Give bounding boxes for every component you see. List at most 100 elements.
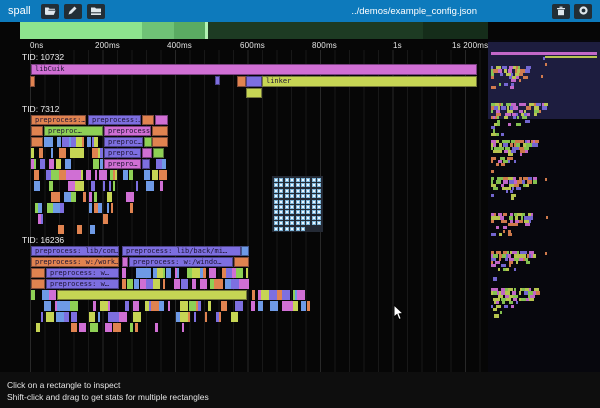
trace-rect[interactable] xyxy=(65,159,71,169)
trace-rect[interactable] xyxy=(246,76,262,87)
trace-rect[interactable] xyxy=(122,257,128,267)
trace-rect[interactable] xyxy=(198,301,201,311)
trace-rect[interactable] xyxy=(216,312,219,322)
edit-button[interactable] xyxy=(63,3,82,19)
trace-rect[interactable] xyxy=(123,170,128,180)
trace-rect[interactable] xyxy=(49,181,53,191)
trace-rect[interactable] xyxy=(91,181,95,191)
trace-rect[interactable] xyxy=(246,268,248,278)
trace-rect[interactable] xyxy=(71,323,77,332)
trace-rect[interactable] xyxy=(36,323,40,332)
trace-rect[interactable] xyxy=(93,301,96,311)
trace-rect[interactable] xyxy=(98,148,100,158)
trace-rect[interactable] xyxy=(44,301,51,311)
trace-rect[interactable] xyxy=(98,203,102,213)
trace-rect[interactable] xyxy=(258,301,263,311)
trace-rect[interactable] xyxy=(94,203,98,213)
trace-rect[interactable] xyxy=(293,290,295,300)
trace-rect[interactable] xyxy=(55,301,57,311)
trace-rect[interactable] xyxy=(57,290,247,300)
trace-rect[interactable]: preproc… xyxy=(104,137,143,147)
trace-rect[interactable] xyxy=(94,137,98,147)
trace-rect[interactable] xyxy=(86,170,91,180)
trace-rect[interactable] xyxy=(31,290,35,300)
trace-rect[interactable] xyxy=(237,279,239,289)
trace-rect[interactable] xyxy=(44,137,47,147)
trace-rect[interactable] xyxy=(76,137,82,147)
trace-rect[interactable] xyxy=(269,290,277,300)
trace-rect[interactable] xyxy=(221,279,223,289)
trace-rect[interactable] xyxy=(38,214,41,224)
trace-rect[interactable] xyxy=(237,76,246,87)
trace-rect[interactable] xyxy=(89,312,95,322)
trace-rect[interactable] xyxy=(69,137,71,147)
trace-rect[interactable] xyxy=(60,203,64,213)
trace-rect[interactable] xyxy=(57,137,61,147)
trace-rect[interactable] xyxy=(156,159,162,169)
trace-rect[interactable] xyxy=(135,323,138,332)
trace-rect[interactable] xyxy=(192,268,200,278)
trace-rect[interactable] xyxy=(144,137,152,147)
trace-rect[interactable] xyxy=(115,170,117,180)
trace-rect[interactable] xyxy=(30,76,35,87)
trace-rect[interactable] xyxy=(189,301,196,311)
trace-rect[interactable] xyxy=(31,126,43,136)
trace-rect[interactable] xyxy=(38,203,42,213)
trace-rect[interactable] xyxy=(92,148,98,158)
trace-rect[interactable] xyxy=(115,312,119,322)
trace-rect[interactable] xyxy=(57,301,62,311)
trace-rect[interactable] xyxy=(134,279,139,289)
trace-rect[interactable] xyxy=(99,170,101,180)
trace-rect[interactable] xyxy=(111,203,113,213)
trace-rect[interactable] xyxy=(181,279,188,289)
trace-rect[interactable] xyxy=(42,290,49,300)
trace-rect[interactable]: libCuik xyxy=(31,64,477,75)
trace-rect[interactable] xyxy=(261,290,269,300)
trace-rect[interactable] xyxy=(180,301,188,311)
trace-rect[interactable] xyxy=(77,225,82,234)
trace-rect[interactable] xyxy=(203,268,206,278)
trace-rect[interactable] xyxy=(215,76,220,85)
time-ruler[interactable]: 0ns 200ms 400ms 600ms 800ms 1s 1s 200ms xyxy=(0,40,600,50)
trace-rect[interactable] xyxy=(66,170,73,180)
trace-rect[interactable] xyxy=(155,323,158,332)
trace-rect[interactable] xyxy=(226,268,232,278)
trace-rect[interactable] xyxy=(145,301,149,311)
trace-rect[interactable] xyxy=(153,148,164,158)
trace-rect[interactable] xyxy=(70,301,78,311)
trace-rect[interactable] xyxy=(163,268,165,278)
trace-rect[interactable] xyxy=(105,323,112,332)
trace-rect[interactable] xyxy=(126,192,134,202)
trace-rect[interactable]: preprocess: w:/windo… xyxy=(129,257,233,267)
trace-rect[interactable] xyxy=(152,126,168,136)
trace-rect[interactable]: prepro… xyxy=(104,148,141,158)
trace-rect[interactable] xyxy=(301,301,306,311)
trace-rect[interactable] xyxy=(51,170,59,180)
trace-rect[interactable] xyxy=(125,301,129,311)
trace-rect[interactable] xyxy=(55,192,60,202)
trace-rect[interactable] xyxy=(146,279,153,289)
trace-rect[interactable] xyxy=(258,290,261,300)
trace-rect[interactable] xyxy=(188,312,190,322)
trace-rect[interactable] xyxy=(252,290,255,300)
trace-rect[interactable] xyxy=(59,148,66,158)
trace-rect[interactable] xyxy=(153,268,157,278)
trace-rect[interactable] xyxy=(82,137,84,147)
trace-rect[interactable] xyxy=(251,301,255,311)
trace-rect[interactable] xyxy=(34,159,36,169)
trace-rect[interactable]: preprocess:… xyxy=(88,115,141,125)
trace-rect[interactable] xyxy=(194,312,196,322)
trace-rect[interactable] xyxy=(219,312,221,322)
trace-rect[interactable] xyxy=(76,148,84,158)
trace-rect[interactable] xyxy=(80,181,84,191)
trace-rect[interactable] xyxy=(127,279,133,289)
trace-rect[interactable] xyxy=(222,268,226,278)
activity-overview[interactable] xyxy=(20,22,488,39)
trace-rect[interactable] xyxy=(152,137,168,147)
trace-rect[interactable]: linker xyxy=(262,76,477,87)
trace-rect[interactable] xyxy=(136,268,143,278)
trace-rect[interactable] xyxy=(176,312,180,322)
trace-rect[interactable] xyxy=(56,312,64,322)
trace-rect[interactable] xyxy=(270,301,278,311)
trace-rect[interactable] xyxy=(295,290,297,300)
